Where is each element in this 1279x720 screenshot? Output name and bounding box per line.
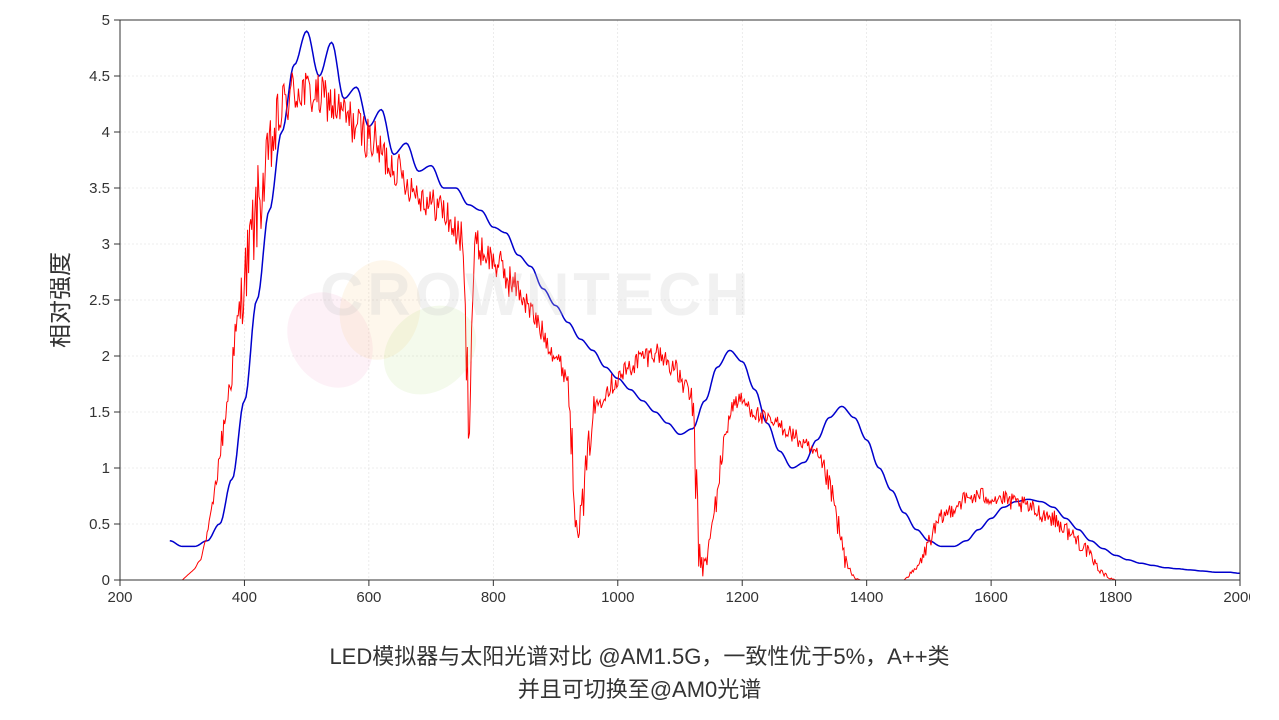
svg-text:2.5: 2.5 bbox=[89, 292, 110, 309]
svg-text:1000: 1000 bbox=[601, 589, 634, 606]
svg-text:1200: 1200 bbox=[726, 589, 759, 606]
svg-text:5: 5 bbox=[102, 12, 110, 29]
svg-text:3: 3 bbox=[102, 236, 110, 253]
svg-text:200: 200 bbox=[107, 589, 132, 606]
chart-caption: LED模拟器与太阳光谱对比 @AM1.5G，一致性优于5%，A++类 并且可切换… bbox=[0, 640, 1279, 706]
svg-text:3.5: 3.5 bbox=[89, 180, 110, 197]
svg-text:1.5: 1.5 bbox=[89, 404, 110, 421]
svg-text:4: 4 bbox=[102, 124, 110, 141]
svg-text:2000: 2000 bbox=[1223, 589, 1250, 606]
svg-text:600: 600 bbox=[356, 589, 381, 606]
svg-text:400: 400 bbox=[232, 589, 257, 606]
svg-text:800: 800 bbox=[481, 589, 506, 606]
svg-text:1800: 1800 bbox=[1099, 589, 1132, 606]
svg-text:0.5: 0.5 bbox=[89, 516, 110, 533]
caption-line-1: LED模拟器与太阳光谱对比 @AM1.5G，一致性优于5%，A++类 bbox=[0, 640, 1279, 673]
spectrum-chart: 200 400 600 800 1000 1200 1400 1600 1800 2000 0 0.5… bbox=[50, 10, 1250, 630]
svg-text:相对强度: 相对强度 bbox=[50, 252, 74, 348]
svg-text:4.5: 4.5 bbox=[89, 68, 110, 85]
svg-text:2: 2 bbox=[102, 348, 110, 365]
chart-container: 200 400 600 800 1000 1200 1400 1600 1800 2000 0 0.5… bbox=[50, 10, 1250, 630]
svg-text:1: 1 bbox=[102, 460, 110, 477]
svg-text:1600: 1600 bbox=[974, 589, 1007, 606]
svg-text:0: 0 bbox=[102, 572, 110, 589]
caption-line-2: 并且可切换至@AM0光谱 bbox=[0, 673, 1279, 706]
svg-text:1400: 1400 bbox=[850, 589, 883, 606]
